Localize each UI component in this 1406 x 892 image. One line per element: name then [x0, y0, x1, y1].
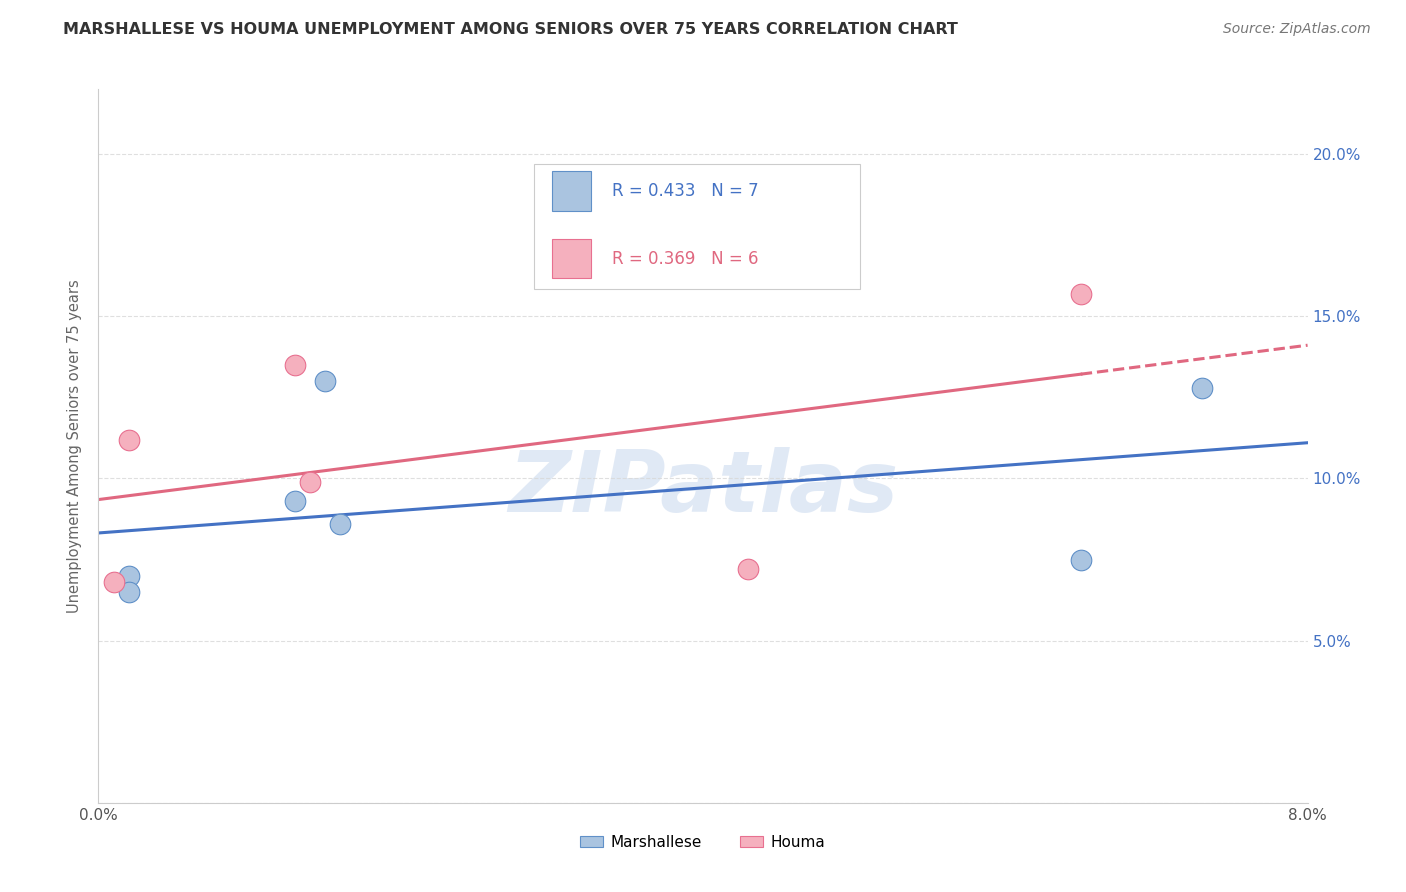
- Text: ZIPatlas: ZIPatlas: [508, 447, 898, 531]
- Point: [118, 433, 141, 447]
- Point: [329, 516, 352, 531]
- Text: Source: ZipAtlas.com: Source: ZipAtlas.com: [1223, 22, 1371, 37]
- Text: R = 0.433   N = 7: R = 0.433 N = 7: [613, 182, 759, 200]
- Point: [103, 575, 125, 590]
- Text: MARSHALLESE VS HOUMA UNEMPLOYMENT AMONG SENIORS OVER 75 YEARS CORRELATION CHART: MARSHALLESE VS HOUMA UNEMPLOYMENT AMONG …: [63, 22, 957, 37]
- Point: [1070, 286, 1092, 301]
- Point: [118, 568, 141, 582]
- Text: R = 0.369   N = 6: R = 0.369 N = 6: [613, 250, 759, 268]
- Point: [299, 475, 322, 489]
- Legend: Marshallese, Houma: Marshallese, Houma: [574, 829, 832, 855]
- FancyBboxPatch shape: [534, 164, 860, 289]
- Point: [1191, 381, 1213, 395]
- Point: [284, 494, 307, 508]
- Point: [284, 358, 307, 372]
- Point: [314, 374, 336, 388]
- Y-axis label: Unemployment Among Seniors over 75 years: Unemployment Among Seniors over 75 years: [67, 279, 83, 613]
- Bar: [551, 171, 591, 211]
- Point: [118, 585, 141, 599]
- Bar: [551, 239, 591, 278]
- Point: [737, 562, 759, 576]
- Point: [1070, 552, 1092, 566]
